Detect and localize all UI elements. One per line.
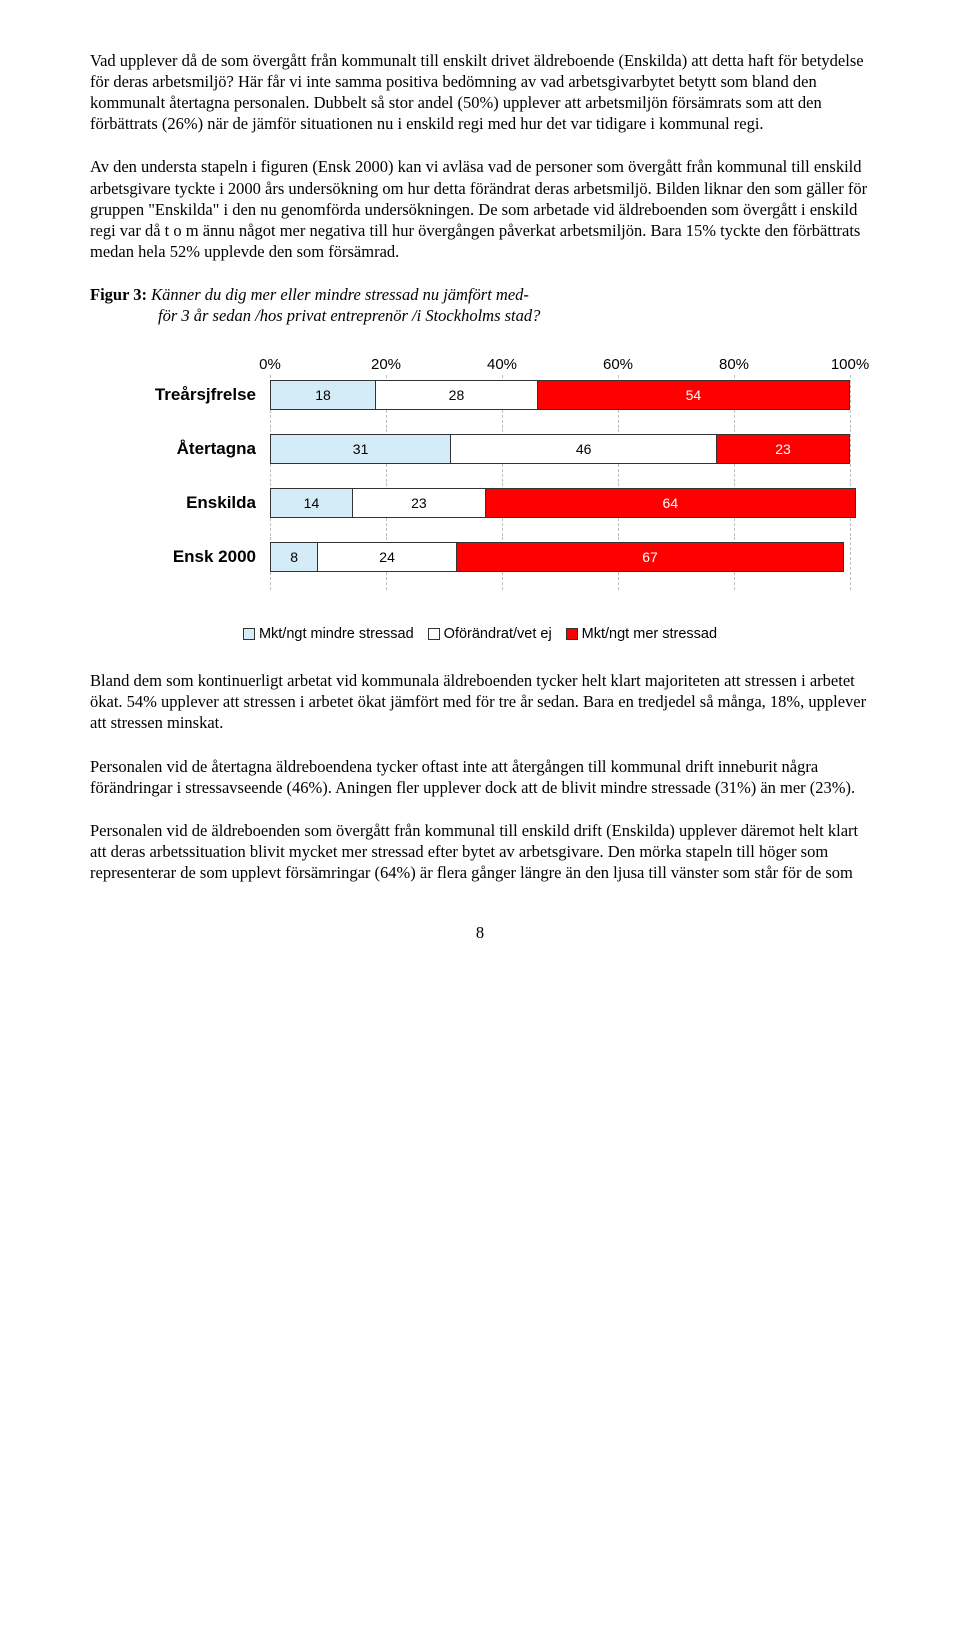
bar-segments: 182854 bbox=[270, 380, 850, 410]
legend-item: Mkt/ngt mer stressad bbox=[566, 626, 717, 642]
body-paragraph: Vad upplever då de som övergått från kom… bbox=[90, 50, 870, 134]
legend-swatch bbox=[428, 628, 440, 640]
body-paragraph: Av den understa stapeln i figuren (Ensk … bbox=[90, 156, 870, 262]
stress-chart: 0%20%40%60%80%100% Treårsjfrelse182854Åt… bbox=[110, 356, 850, 596]
row-label: Treårsjfrelse bbox=[110, 385, 270, 405]
bar-segment: 67 bbox=[456, 543, 843, 571]
bar-track: 314623 bbox=[270, 434, 850, 464]
figure-title-line2: för 3 år sedan /hos privat entreprenör /… bbox=[90, 306, 540, 325]
axis-tick: 80% bbox=[719, 356, 749, 373]
bar-segment: 31 bbox=[271, 435, 450, 463]
legend-swatch bbox=[243, 628, 255, 640]
chart-row: Enskilda142364 bbox=[110, 488, 850, 518]
bar-segment: 8 bbox=[271, 543, 317, 571]
body-paragraph: Personalen vid de återtagna äldreboenden… bbox=[90, 756, 870, 798]
bar-segments: 314623 bbox=[270, 434, 850, 464]
bar-segment: 18 bbox=[271, 381, 375, 409]
legend-item: Mkt/ngt mindre stressad bbox=[243, 626, 414, 642]
document-page: Vad upplever då de som övergått från kom… bbox=[0, 0, 960, 983]
bar-segments: 142364 bbox=[270, 488, 856, 518]
chart-plot: Treårsjfrelse182854Återtagna314623Enskil… bbox=[110, 380, 850, 596]
body-paragraph: Bland dem som kontinuerligt arbetat vid … bbox=[90, 670, 870, 733]
chart-row: Treårsjfrelse182854 bbox=[110, 380, 850, 410]
figure-title-line1: Känner du dig mer eller mindre stressad … bbox=[147, 285, 529, 304]
bar-segment: 14 bbox=[271, 489, 352, 517]
bar-segment: 23 bbox=[716, 435, 849, 463]
axis-tick: 40% bbox=[487, 356, 517, 373]
axis-labels: 0%20%40%60%80%100% bbox=[270, 356, 850, 374]
chart-row: Återtagna314623 bbox=[110, 434, 850, 464]
chart-legend: Mkt/ngt mindre stressad Oförändrat/vet ej… bbox=[90, 626, 870, 642]
bar-segments: 82467 bbox=[270, 542, 844, 572]
row-label: Enskilda bbox=[110, 493, 270, 513]
bar-segment: 24 bbox=[317, 543, 456, 571]
bar-segment: 23 bbox=[352, 489, 485, 517]
bar-track: 182854 bbox=[270, 380, 850, 410]
chart-axis: 0%20%40%60%80%100% bbox=[110, 356, 850, 374]
legend-swatch bbox=[566, 628, 578, 640]
page-number: 8 bbox=[90, 923, 870, 943]
axis-tick: 60% bbox=[603, 356, 633, 373]
legend-label: Oförändrat/vet ej bbox=[444, 626, 552, 642]
axis-tick: 0% bbox=[259, 356, 281, 373]
row-label: Ensk 2000 bbox=[110, 547, 270, 567]
row-label: Återtagna bbox=[110, 439, 270, 459]
axis-tick: 20% bbox=[371, 356, 401, 373]
figure-number: Figur 3: bbox=[90, 285, 147, 304]
legend-label: Mkt/ngt mer stressad bbox=[582, 626, 717, 642]
bar-track: 142364 bbox=[270, 488, 850, 518]
legend-label: Mkt/ngt mindre stressad bbox=[259, 626, 414, 642]
body-paragraph: Personalen vid de äldreboenden som överg… bbox=[90, 820, 870, 883]
bar-track: 82467 bbox=[270, 542, 850, 572]
figure-caption: Figur 3: Känner du dig mer eller mindre … bbox=[90, 284, 870, 326]
legend-item: Oförändrat/vet ej bbox=[428, 626, 552, 642]
axis-tick: 100% bbox=[831, 356, 869, 373]
chart-row: Ensk 200082467 bbox=[110, 542, 850, 572]
bar-segment: 28 bbox=[375, 381, 537, 409]
bar-segment: 54 bbox=[537, 381, 849, 409]
bar-segment: 64 bbox=[485, 489, 855, 517]
bar-segment: 46 bbox=[450, 435, 716, 463]
